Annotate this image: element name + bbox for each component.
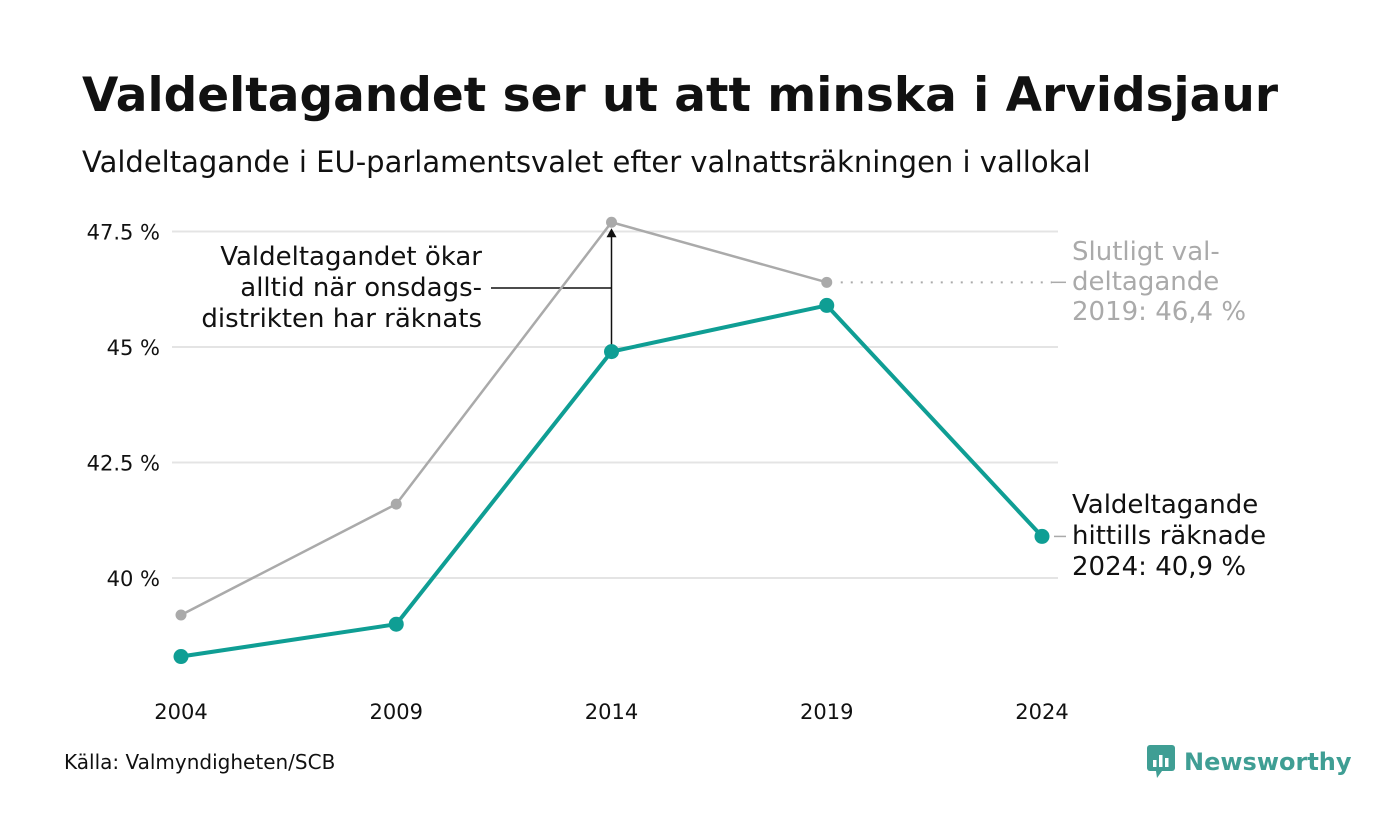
y-tick-label: 40 % bbox=[107, 567, 160, 591]
annotation-increase-line: alltid när onsdags- bbox=[240, 273, 482, 303]
chart-subtitle: Valdeltagande i EU-parlamentsvalet efter… bbox=[82, 145, 1091, 179]
data-point-preliminary bbox=[604, 344, 619, 360]
data-point-preliminary bbox=[173, 649, 189, 665]
data-point-preliminary bbox=[388, 616, 404, 632]
y-tick-label: 47.5 % bbox=[87, 221, 160, 245]
annotation-current-2024-line: 2024: 40,9 % bbox=[1072, 552, 1246, 582]
x-tick-label: 2014 bbox=[585, 700, 638, 724]
x-tick-label: 2004 bbox=[154, 700, 207, 724]
newsworthy-logo-icon bbox=[1147, 745, 1175, 778]
y-tick-label: 42.5 % bbox=[87, 452, 160, 476]
x-tick-label: 2024 bbox=[1015, 700, 1068, 724]
y-tick-label: 45 % bbox=[107, 336, 160, 360]
data-point-preliminary bbox=[1034, 528, 1050, 544]
annotation-increase-line: distrikten har räknats bbox=[201, 304, 482, 334]
annotation-current-2024-line: Valdeltagande bbox=[1072, 490, 1258, 520]
chart-title: Valdeltagandet ser ut att minska i Arvid… bbox=[82, 68, 1279, 123]
x-axis-labels: 2004 2009 2014 2019 2024 bbox=[154, 700, 1068, 724]
brand-logo: Newsworthy bbox=[1146, 744, 1352, 780]
source-note: Källa: Valmyndigheten/SCB bbox=[64, 750, 336, 774]
x-tick-label: 2019 bbox=[800, 700, 853, 724]
data-point-final bbox=[175, 609, 187, 621]
data-point-preliminary bbox=[819, 297, 835, 313]
annotation-current-2024-line: hittills räknade bbox=[1072, 521, 1266, 551]
data-point-final bbox=[821, 276, 833, 288]
data-point-final bbox=[606, 216, 617, 228]
data-point-final bbox=[390, 498, 402, 510]
annotation-final-2019-line: Slutligt val- bbox=[1072, 237, 1220, 267]
annotation-lines bbox=[491, 228, 1066, 538]
annotation-final-2019-line: deltagande bbox=[1072, 267, 1219, 297]
annotation-arrowhead bbox=[606, 228, 617, 238]
y-axis-labels: 40 % 42.5 % 45 % 47.5 % bbox=[87, 221, 160, 592]
series-lines bbox=[173, 216, 1050, 665]
series-line-final bbox=[179, 221, 828, 617]
annotation-final-2019-line: 2019: 46,4 % bbox=[1072, 297, 1246, 327]
annotation-increase-line: Valdeltagandet ökar bbox=[220, 242, 482, 272]
x-tick-label: 2009 bbox=[370, 700, 423, 724]
brand-name: Newsworthy bbox=[1184, 748, 1352, 776]
